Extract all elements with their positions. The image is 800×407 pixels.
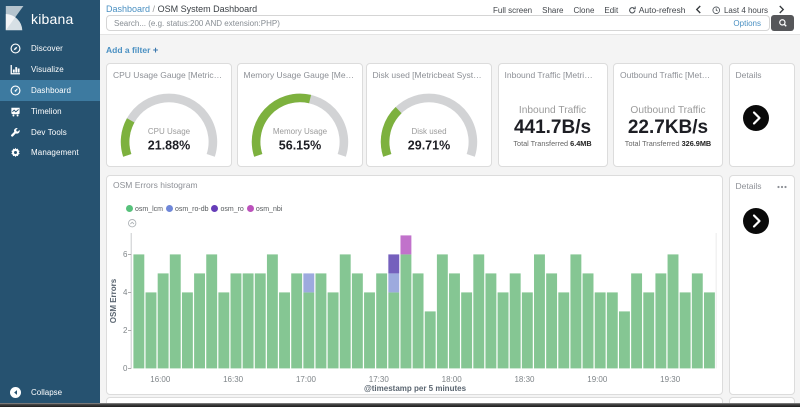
svg-text:4: 4 xyxy=(123,287,128,296)
svg-text:18:30: 18:30 xyxy=(514,375,535,384)
svg-text:0: 0 xyxy=(123,363,128,372)
svg-text:16:00: 16:00 xyxy=(150,375,171,384)
svg-text:29.71%: 29.71% xyxy=(407,139,449,153)
svg-text:19:00: 19:00 xyxy=(587,375,608,384)
svg-text:6: 6 xyxy=(123,249,128,258)
svg-text:16:30: 16:30 xyxy=(223,375,244,384)
svg-text:@timestamp per 5 minutes: @timestamp per 5 minutes xyxy=(364,384,467,393)
svg-text:19:30: 19:30 xyxy=(660,375,681,384)
svg-text:OSM Errors: OSM Errors xyxy=(109,278,118,323)
svg-text:CPU Usage: CPU Usage xyxy=(148,127,191,136)
svg-text:Disk used: Disk used xyxy=(411,127,446,136)
svg-text:17:30: 17:30 xyxy=(369,375,390,384)
svg-text:17:00: 17:00 xyxy=(296,375,317,384)
svg-text:Memory Usage: Memory Usage xyxy=(272,127,327,136)
svg-text:21.88%: 21.88% xyxy=(148,139,190,153)
svg-text:18:00: 18:00 xyxy=(442,375,463,384)
svg-text:2: 2 xyxy=(123,325,128,334)
svg-text:56.15%: 56.15% xyxy=(278,139,320,153)
